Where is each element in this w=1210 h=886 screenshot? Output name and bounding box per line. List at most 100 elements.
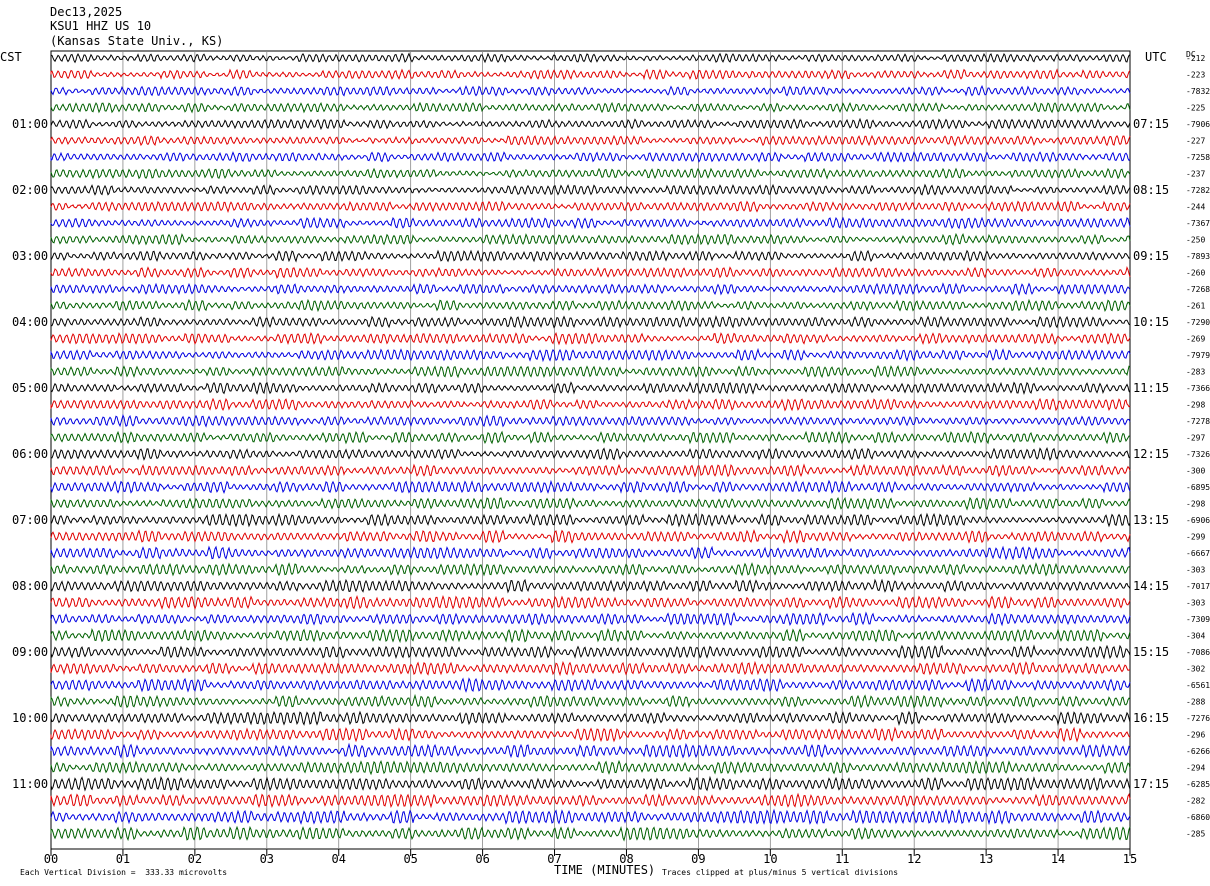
dc-offset-label: -300 [1186, 467, 1205, 476]
seismic-trace [50, 265, 1131, 280]
dc-offset-label: -303 [1186, 566, 1205, 575]
seismic-trace [50, 397, 1131, 412]
seismic-trace [50, 644, 1131, 660]
cst-hour-label: 05:00 [12, 381, 48, 395]
plot-frame [50, 50, 1131, 850]
dc-offset-label: -7366 [1186, 384, 1210, 393]
dc-offset-label: -297 [1186, 434, 1205, 443]
seismic-trace [50, 726, 1131, 743]
seismic-trace [50, 200, 1131, 214]
dc-offset-label: -285 [1186, 830, 1205, 839]
dc-offset-label: -7832 [1186, 87, 1210, 96]
seismic-trace [50, 628, 1131, 644]
dc-offset-label: -299 [1186, 533, 1205, 542]
seismic-trace [50, 693, 1131, 709]
x-tick-label: 15 [1123, 852, 1137, 866]
dc-offset-label: -7979 [1186, 351, 1210, 360]
dc-offset-label: -212 [1186, 54, 1205, 63]
dc-offset-label: -7309 [1186, 615, 1210, 624]
seismic-trace [50, 84, 1131, 97]
seismic-trace [50, 792, 1131, 809]
cst-hour-label: 06:00 [12, 447, 48, 461]
dc-offset-label: -7086 [1186, 648, 1210, 657]
seismic-trace [50, 808, 1131, 826]
dc-offset-label: -6561 [1186, 681, 1210, 690]
seismic-trace [50, 710, 1131, 727]
dc-offset-label: -7258 [1186, 153, 1210, 162]
station-location: (Kansas State Univ., KS) [50, 34, 224, 48]
x-tick-label: 11 [835, 852, 849, 866]
cst-hour-label: 04:00 [12, 315, 48, 329]
dc-offset-label: -7282 [1186, 186, 1210, 195]
cst-hour-label: 01:00 [12, 117, 48, 131]
seismic-trace [50, 117, 1131, 131]
vertical-division-note: Each Vertical Division = 333.33 microvol… [20, 868, 228, 877]
dc-offset-label: -6285 [1186, 780, 1210, 789]
dc-offset-label: -260 [1186, 269, 1205, 278]
dc-offset-label: -227 [1186, 137, 1205, 146]
dc-offset-label: -6860 [1186, 813, 1210, 822]
x-tick-label: 00 [44, 852, 58, 866]
seismic-trace [50, 759, 1131, 776]
x-axis-label: TIME (MINUTES) [554, 863, 656, 877]
dc-offset-label: -225 [1186, 104, 1205, 113]
utc-hour-label: 09:15 [1133, 249, 1169, 263]
cst-hour-label: 02:00 [12, 183, 48, 197]
seismic-trace [50, 677, 1131, 693]
utc-hour-label: 13:15 [1133, 513, 1169, 527]
seismic-trace [50, 167, 1131, 180]
x-tick-label: 14 [1051, 852, 1065, 866]
dc-offset-label: -288 [1186, 698, 1205, 707]
seismic-trace [50, 430, 1131, 445]
dc-offset-label: -6906 [1186, 516, 1210, 525]
left-timezone-label: CST [0, 50, 22, 64]
seismic-trace [50, 825, 1131, 842]
station-name: KSU1 HHZ US 10 [50, 19, 152, 33]
x-tick-label: 04 [332, 852, 346, 866]
utc-hour-label: 17:15 [1133, 777, 1169, 791]
seismic-trace [50, 660, 1131, 677]
dc-offset-label: -7367 [1186, 219, 1210, 228]
dc-offset-label: -7326 [1186, 450, 1210, 459]
cst-hour-label: 10:00 [12, 711, 48, 725]
dc-offset-label: -250 [1186, 236, 1205, 245]
cst-hour-label: 11:00 [12, 777, 48, 791]
seismic-trace [50, 315, 1131, 329]
seismic-trace [50, 545, 1131, 561]
dc-offset-label: -237 [1186, 170, 1205, 179]
seismic-trace [50, 134, 1131, 147]
cst-hour-label: 09:00 [12, 645, 48, 659]
dc-offset-label: -7290 [1186, 318, 1210, 327]
clip-note: Traces clipped at plus/minus 5 vertical … [662, 868, 899, 877]
utc-hour-label: 08:15 [1133, 183, 1169, 197]
dc-offset-label: -304 [1186, 632, 1205, 641]
seismic-trace [50, 331, 1131, 346]
dc-offset-label: -303 [1186, 599, 1205, 608]
dc-offset-label: -6667 [1186, 549, 1210, 558]
dc-offset-label: -298 [1186, 401, 1205, 410]
seismic-trace [50, 413, 1131, 428]
right-timezone-label: UTC [1145, 50, 1167, 64]
x-tick-label: 12 [907, 852, 921, 866]
dc-offset-label: -296 [1186, 731, 1205, 740]
seismic-trace [50, 282, 1131, 296]
dc-offset-header: DC [1186, 50, 1196, 59]
utc-hour-label: 07:15 [1133, 117, 1169, 131]
seismic-trace [50, 298, 1131, 313]
seismic-trace [50, 463, 1131, 478]
dc-offset-label: -261 [1186, 302, 1205, 311]
dc-offset-label: -294 [1186, 764, 1205, 773]
seismic-trace [50, 151, 1131, 163]
cst-hour-label: 03:00 [12, 249, 48, 263]
x-tick-label: 03 [260, 852, 274, 866]
x-tick-label: 06 [475, 852, 489, 866]
dc-offset-label: -6266 [1186, 747, 1210, 756]
utc-hour-label: 16:15 [1133, 711, 1169, 725]
utc-hour-label: 11:15 [1133, 381, 1169, 395]
dc-offset-label: -302 [1186, 665, 1205, 674]
dc-offset-label: -7268 [1186, 285, 1210, 294]
x-tick-label: 09 [691, 852, 705, 866]
seismic-trace [50, 216, 1131, 230]
seismic-trace [50, 496, 1131, 511]
